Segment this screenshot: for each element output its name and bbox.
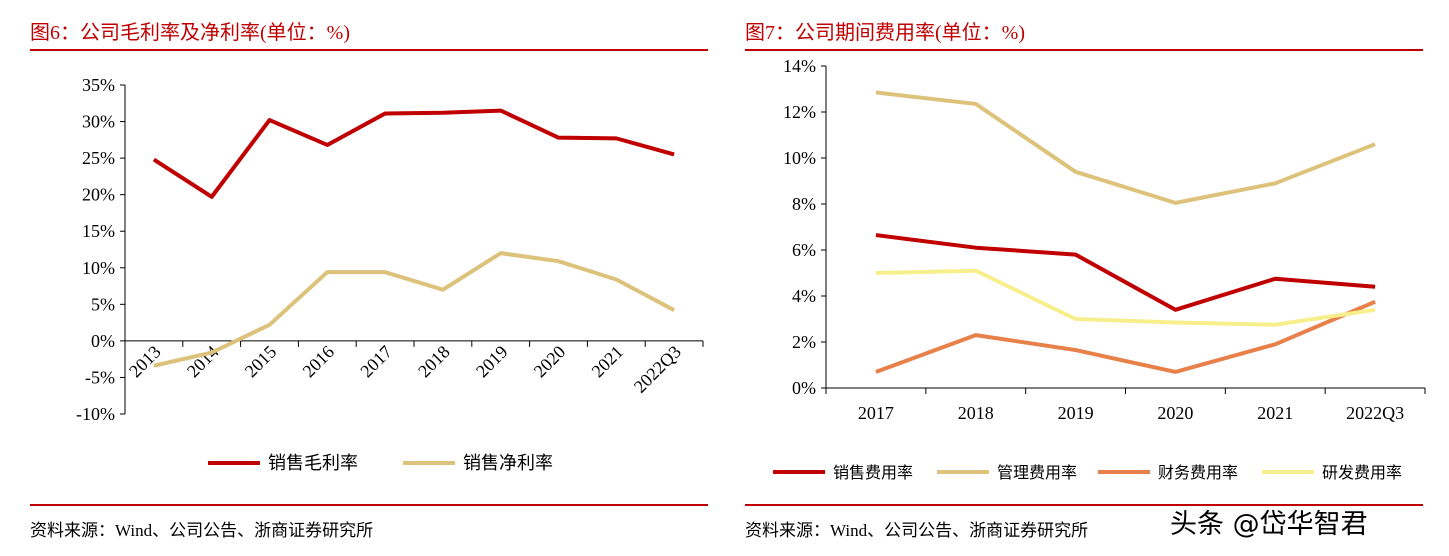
chart2-top-rule [745,49,1423,51]
chart1-title: 图6：公司毛利率及净利率(单位：%) [30,22,350,44]
chart2-x-tick-label: 2018 [958,403,994,423]
watermark: 头条 @岱华智君 [1170,509,1368,540]
chart1-x-tick-label: 2014 [183,342,223,382]
chart1-legend-label: 销售毛利率 [268,453,358,474]
chart2-y-tick-label: 8% [792,194,816,214]
chart2-source: 资料来源：Wind、公司公告、浙商证券研究所 [745,521,1089,540]
chart1-y-tick-label: -10% [76,404,115,424]
chart2-y-tick-label: 10% [783,148,816,168]
chart1-legend-label: 销售净利率 [463,453,553,474]
chart1-y-tick-label: 35% [82,75,115,95]
chart2-bottom-rule [745,504,1423,506]
chart1-top-rule [30,49,708,51]
chart2-y-tick-label: 14% [783,56,816,76]
chart1-y-tick-label: 20% [82,185,115,205]
chart1-x-tick-label: 2019 [472,342,512,382]
chart2-series-line-3 [875,299,1376,374]
chart1-y-tick-label: 10% [82,258,115,278]
chart1-y-tick-label: 25% [82,148,115,168]
chart1-x-tick-label: 2020 [530,342,570,382]
chart1-x-tick-label: 2018 [414,342,454,382]
chart2-legend-label: 研发费用率 [1322,463,1402,482]
chart1-series-line-1 [152,108,675,199]
chart2-y-tick-label: 4% [792,286,816,306]
chart2-y-tick-label: 0% [792,378,816,398]
chart2-x-tick-label: 2021 [1257,403,1293,423]
chart2-legend-label: 管理费用率 [997,463,1077,482]
chart1-y-tick-label: -5% [85,367,115,387]
chart2-series-line-2 [875,90,1376,205]
chart1-x-tick-label: 2021 [588,342,628,382]
chart2-legend-label: 销售费用率 [833,463,913,482]
chart1-y-tick-label: 5% [91,294,115,314]
chart1-x-tick-label: 2016 [299,342,339,382]
chart2-legend-label: 财务费用率 [1158,463,1238,482]
chart1-series-line-2 [153,251,676,368]
chart1-source: 资料来源：Wind、公司公告、浙商证券研究所 [30,521,374,540]
chart2-x-tick-label: 2019 [1058,403,1094,423]
chart2-y-tick-label: 6% [792,240,816,260]
chart1-x-tick-label: 2015 [241,342,281,382]
chart2-x-tick-label: 2017 [858,403,894,423]
chart1-bottom-rule [30,504,708,506]
chart1-y-tick-label: 30% [82,112,115,132]
chart1-x-tick-label: 2013 [125,342,165,382]
chart2-series-line-4 [875,268,1376,327]
chart1-x-tick-label: 2022Q3 [630,342,685,397]
chart2-title: 图7：公司期间费用率(单位：%) [745,22,1025,44]
chart1-y-tick-label: 0% [91,331,115,351]
chart2-series-line-1 [875,233,1376,312]
chart1-x-tick-label: 2017 [356,342,396,382]
chart2-y-tick-label: 12% [783,102,816,122]
chart2-x-tick-label: 2022Q3 [1346,403,1404,423]
chart2-y-tick-label: 2% [792,332,816,352]
chart1-y-tick-label: 15% [82,221,115,241]
chart2-x-tick-label: 2020 [1157,403,1193,423]
